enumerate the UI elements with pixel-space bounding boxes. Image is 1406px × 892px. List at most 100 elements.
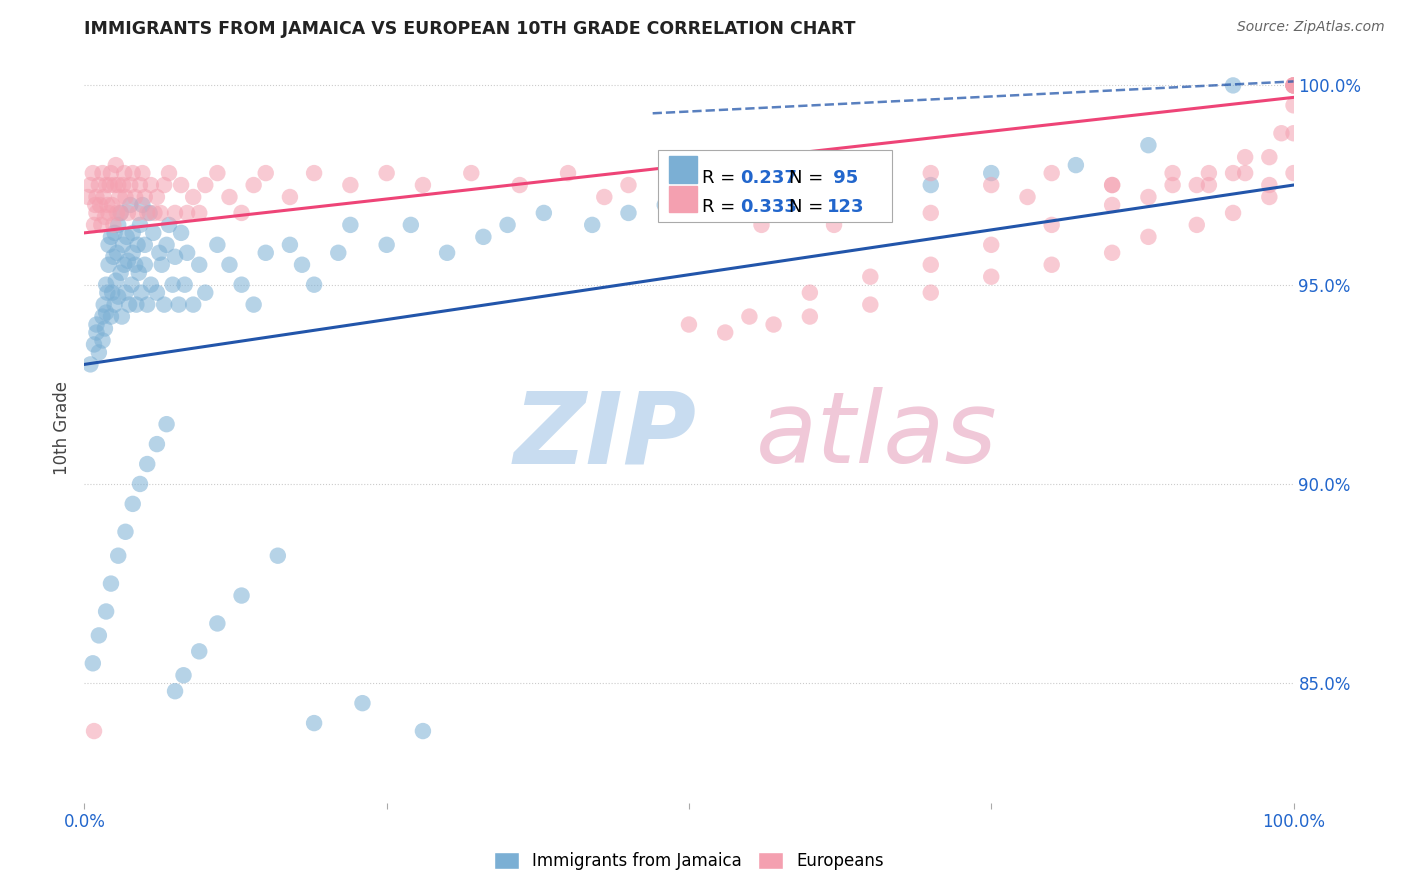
Point <box>121 226 143 240</box>
Point <box>114 524 136 539</box>
Point <box>104 178 127 192</box>
Point <box>412 724 434 739</box>
Point <box>146 437 169 451</box>
Point <box>714 326 737 340</box>
Point <box>167 297 190 311</box>
Point <box>112 258 135 272</box>
Point <box>121 497 143 511</box>
Point <box>339 218 361 232</box>
Point <box>97 258 120 272</box>
Point <box>339 178 361 192</box>
Point <box>82 166 104 180</box>
Point <box>980 178 1002 192</box>
Point <box>155 237 177 252</box>
Point <box>143 206 166 220</box>
Point <box>188 644 211 658</box>
Point <box>121 277 143 292</box>
Point <box>799 285 821 300</box>
Point <box>799 310 821 324</box>
Point <box>460 166 482 180</box>
Point <box>136 297 159 311</box>
Point <box>980 166 1002 180</box>
Point <box>557 166 579 180</box>
Point <box>134 190 156 204</box>
Point <box>654 198 676 212</box>
Point <box>738 198 761 212</box>
Text: 95: 95 <box>827 169 859 186</box>
Point <box>82 657 104 671</box>
Point <box>111 310 134 324</box>
Point <box>124 190 146 204</box>
Text: 0.237: 0.237 <box>740 169 797 186</box>
Point <box>114 285 136 300</box>
Point <box>117 253 139 268</box>
Point <box>170 178 193 192</box>
Point <box>87 345 110 359</box>
Point <box>1258 178 1281 192</box>
Point <box>165 684 187 698</box>
Point <box>162 277 184 292</box>
Point <box>114 190 136 204</box>
Point <box>799 166 821 180</box>
Point <box>1040 166 1063 180</box>
Point <box>762 318 785 332</box>
Point <box>1137 230 1160 244</box>
Point <box>509 178 531 192</box>
Point <box>129 178 152 192</box>
Point <box>97 237 120 252</box>
Point <box>533 206 555 220</box>
Point <box>1161 178 1184 192</box>
Point <box>1282 98 1305 112</box>
Point <box>104 297 127 311</box>
Point <box>148 245 170 260</box>
Point <box>352 696 374 710</box>
Point <box>1234 166 1257 180</box>
Point <box>101 285 124 300</box>
Point <box>94 605 117 619</box>
Point <box>811 178 834 192</box>
Point <box>194 285 217 300</box>
Point <box>1101 178 1123 192</box>
Point <box>100 166 122 180</box>
Point <box>91 310 114 324</box>
Point <box>328 245 350 260</box>
Point <box>1185 178 1208 192</box>
Point <box>128 266 150 280</box>
Point <box>678 206 700 220</box>
Point <box>1282 78 1305 93</box>
Point <box>90 218 112 232</box>
Point <box>150 258 173 272</box>
Point <box>412 178 434 192</box>
Point <box>920 206 942 220</box>
Point <box>920 258 942 272</box>
Point <box>1282 78 1305 93</box>
Point <box>181 190 204 204</box>
Point <box>1282 166 1305 180</box>
Point <box>678 166 700 180</box>
Text: 123: 123 <box>827 198 865 217</box>
Point <box>157 218 180 232</box>
Point <box>79 358 101 372</box>
Point <box>267 549 290 563</box>
Point <box>1185 218 1208 232</box>
Point <box>173 668 195 682</box>
Point <box>96 285 118 300</box>
Point <box>83 218 105 232</box>
Point <box>1222 166 1244 180</box>
Point <box>375 237 398 252</box>
Point <box>1137 138 1160 153</box>
Point <box>129 218 152 232</box>
Text: 0.333: 0.333 <box>740 198 797 217</box>
Point <box>131 166 153 180</box>
Point <box>1101 245 1123 260</box>
Point <box>107 290 129 304</box>
Point <box>980 269 1002 284</box>
Point <box>859 269 882 284</box>
Point <box>207 166 229 180</box>
Point <box>94 210 117 224</box>
Point <box>155 417 177 432</box>
Point <box>105 245 128 260</box>
Point <box>231 206 253 220</box>
Point <box>218 258 240 272</box>
Point <box>138 206 160 220</box>
